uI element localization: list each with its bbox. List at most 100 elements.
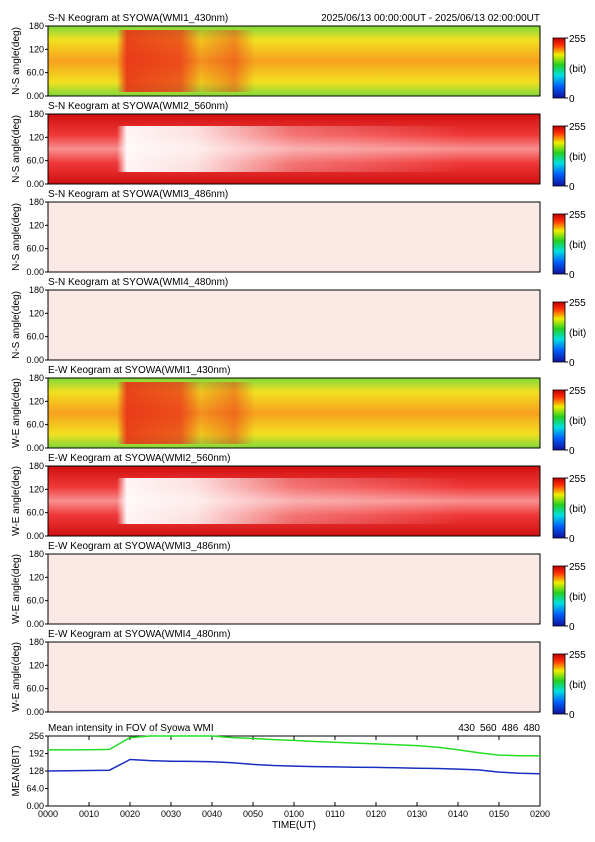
y-axis-label: W-E angle(deg) xyxy=(11,466,22,536)
y-tick-label: 180 xyxy=(29,637,44,647)
plot-frame xyxy=(47,735,541,807)
y-tick-label: 128 xyxy=(29,766,44,776)
y-tick-label: 60.0 xyxy=(26,156,44,166)
colorbar-tick-label: 255 xyxy=(569,474,586,485)
series-line xyxy=(47,758,541,775)
panel-title: S-N Keogram at SYOWA(WMI2_560nm) xyxy=(48,101,228,112)
y-tick-label: 120 xyxy=(29,44,44,54)
y-tick-label: 180 xyxy=(29,549,44,559)
colorbar xyxy=(552,301,566,363)
keogram-image xyxy=(48,202,540,272)
y-tick-label: 256 xyxy=(29,731,44,741)
y-tick-label: 180 xyxy=(29,285,44,295)
keogram-image xyxy=(48,290,540,360)
y-axis-label: W-E angle(deg) xyxy=(11,554,22,624)
x-axis-label: TIME(UT) xyxy=(272,820,316,831)
colorbar-tick-label: 0 xyxy=(569,622,575,633)
colorbar-tick-label: 0 xyxy=(569,446,575,457)
panel-title: Mean intensity in FOV of Syowa WMI xyxy=(48,723,214,734)
x-tick-label: 0010 xyxy=(79,809,99,819)
x-tick-label: 0100 xyxy=(284,809,304,819)
colorbar xyxy=(552,653,566,715)
x-tick-label: 0200 xyxy=(530,809,550,819)
y-tick-label: 60.0 xyxy=(26,596,44,606)
panel-subtitle: 2025/06/13 00:00:00UT - 2025/06/13 02:00… xyxy=(321,13,540,24)
y-tick-label: 60.0 xyxy=(26,420,44,430)
y-tick-label: 60.0 xyxy=(26,332,44,342)
colorbar-label: (bit) xyxy=(569,64,586,75)
x-tick-label: 0020 xyxy=(120,809,140,819)
keogram-burst xyxy=(48,478,540,524)
panel-title: E-W Keogram at SYOWA(WMI4_480nm) xyxy=(48,629,230,640)
colorbar-tick-label: 255 xyxy=(569,650,586,661)
y-axis-label: MEAN(BIT) xyxy=(11,745,22,796)
y-tick-label: 120 xyxy=(29,308,44,318)
colorbar-tick-label: 255 xyxy=(569,386,586,397)
panel-title: E-W Keogram at SYOWA(WMI3_486nm) xyxy=(48,541,230,552)
colorbar-tick-label: 0 xyxy=(569,534,575,545)
x-tick-label: 0150 xyxy=(489,809,509,819)
x-tick-label: 0040 xyxy=(202,809,222,819)
y-tick-label: 0.00 xyxy=(26,179,44,189)
y-tick-label: 64.0 xyxy=(26,784,44,794)
colorbar-label: (bit) xyxy=(569,504,586,515)
colorbar-tick-label: 0 xyxy=(569,94,575,105)
x-tick-label: 0120 xyxy=(366,809,386,819)
y-axis-label: N-S angle(deg) xyxy=(11,203,22,271)
colorbar-tick-label: 255 xyxy=(569,34,586,45)
y-tick-label: 180 xyxy=(29,197,44,207)
colorbar-label: (bit) xyxy=(569,328,586,339)
y-tick-label: 120 xyxy=(29,396,44,406)
colorbar-tick-label: 0 xyxy=(569,358,575,369)
y-tick-label: 180 xyxy=(29,109,44,119)
keogram-burst xyxy=(48,382,540,444)
y-tick-label: 0.00 xyxy=(26,91,44,101)
y-axis-label: N-S angle(deg) xyxy=(11,27,22,95)
colorbar xyxy=(552,477,566,539)
y-tick-label: 0.00 xyxy=(26,443,44,453)
colorbar xyxy=(552,37,566,99)
panel-title: E-W Keogram at SYOWA(WMI1_430nm) xyxy=(48,365,230,376)
colorbar-tick-label: 0 xyxy=(569,710,575,721)
legend-entry: 480 xyxy=(523,723,540,734)
keogram-image xyxy=(48,642,540,712)
x-tick-label: 0050 xyxy=(243,809,263,819)
series-line xyxy=(48,735,540,757)
x-tick-label: 0140 xyxy=(448,809,468,819)
keogram-burst xyxy=(48,30,540,92)
legend-entry: 430 xyxy=(458,723,475,734)
y-tick-label: 180 xyxy=(29,461,44,471)
y-axis-label: N-S angle(deg) xyxy=(11,115,22,183)
y-tick-label: 120 xyxy=(29,660,44,670)
colorbar-tick-label: 0 xyxy=(569,182,575,193)
panel-title: S-N Keogram at SYOWA(WMI4_480nm) xyxy=(48,277,228,288)
x-tick-label: 0130 xyxy=(407,809,427,819)
plot-frame xyxy=(47,377,541,449)
y-tick-label: 0.00 xyxy=(26,619,44,629)
y-tick-label: 120 xyxy=(29,220,44,230)
y-tick-label: 180 xyxy=(29,373,44,383)
y-axis-label: W-E angle(deg) xyxy=(11,378,22,448)
plot-frame xyxy=(47,201,541,273)
y-tick-label: 0.00 xyxy=(26,267,44,277)
x-tick-label: 0110 xyxy=(325,809,344,819)
colorbar-tick-label: 255 xyxy=(569,562,586,573)
plot-frame xyxy=(47,25,541,97)
colorbar-tick-label: 255 xyxy=(569,122,586,133)
x-tick-label: 0000 xyxy=(38,809,58,819)
y-tick-label: 60.0 xyxy=(26,684,44,694)
y-tick-label: 60.0 xyxy=(26,244,44,254)
colorbar-label: (bit) xyxy=(569,416,586,427)
y-tick-label: 60.0 xyxy=(26,508,44,518)
colorbar-label: (bit) xyxy=(569,592,586,603)
plot-frame xyxy=(47,289,541,361)
plot-frame xyxy=(47,113,541,185)
colorbar-label: (bit) xyxy=(569,240,586,251)
panel-title: E-W Keogram at SYOWA(WMI2_560nm) xyxy=(48,453,230,464)
legend-entry: 560 xyxy=(480,723,497,734)
y-tick-label: 180 xyxy=(29,21,44,31)
legend-entry: 486 xyxy=(502,723,519,734)
colorbar-tick-label: 0 xyxy=(569,270,575,281)
y-tick-label: 192 xyxy=(29,749,44,759)
